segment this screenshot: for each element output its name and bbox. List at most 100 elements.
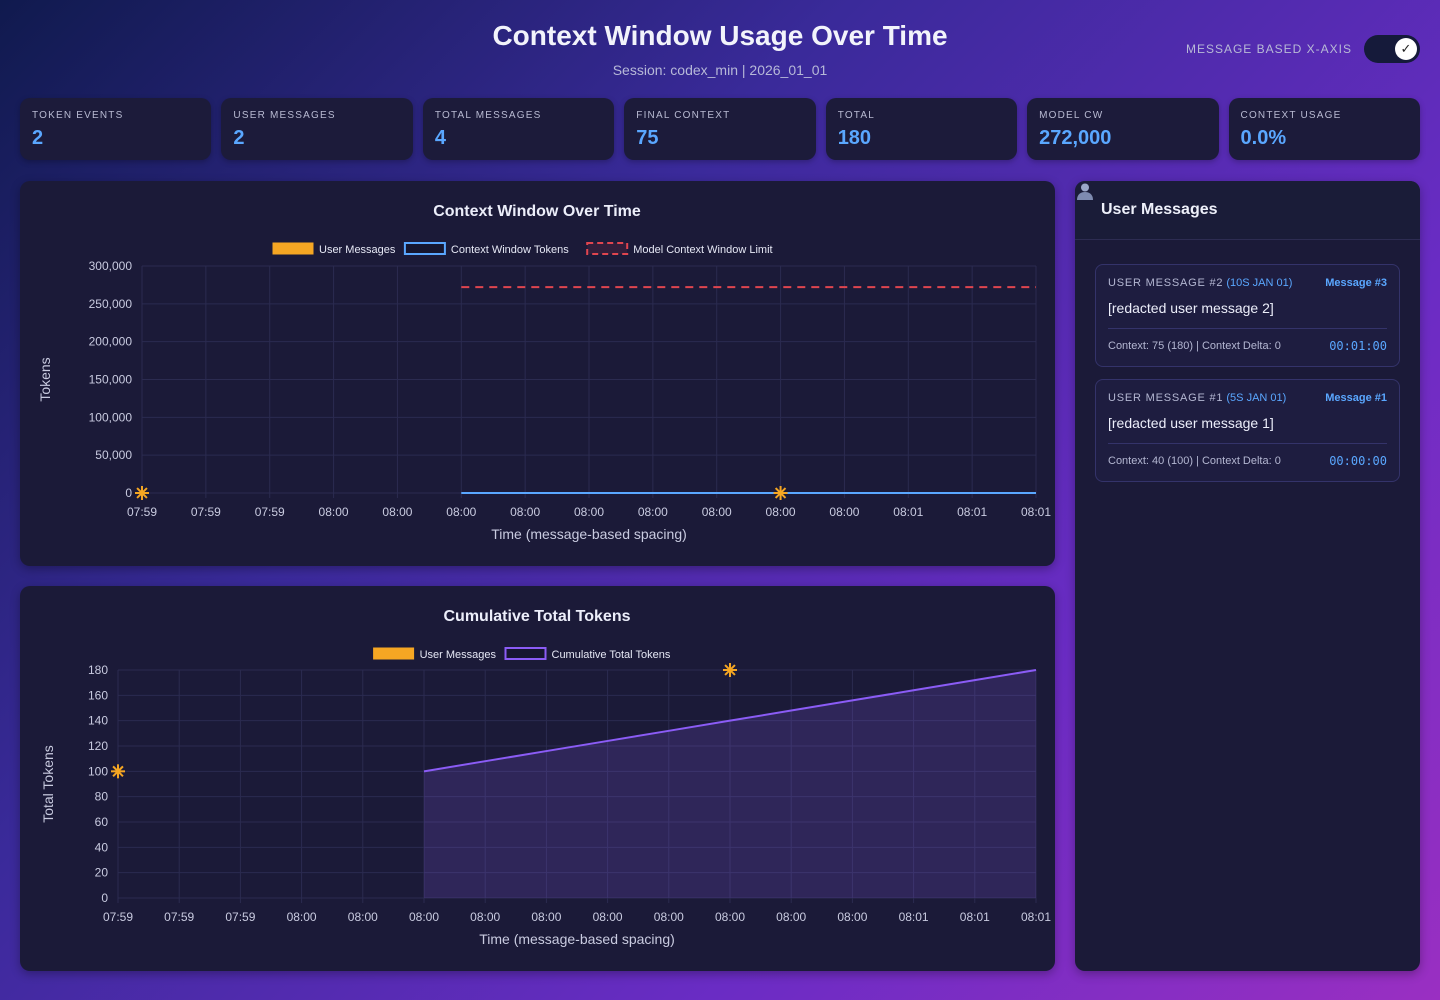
- x-tick-label: 07:59: [164, 910, 194, 924]
- x-tick-label: 08:01: [1021, 910, 1051, 924]
- stat-label: TOTAL MESSAGES: [434, 110, 542, 121]
- y-tick-label: 60: [95, 815, 109, 829]
- stat-card-context-usage: CONTEXT USAGE 0.0%: [1228, 98, 1420, 160]
- x-tick-label: 08:00: [593, 910, 623, 924]
- x-tick-label: 08:01: [899, 910, 929, 924]
- x-tick-label: 08:01: [960, 910, 990, 924]
- legend-item: Cumulative Total Tokens: [504, 647, 671, 661]
- stat-value: 272,000: [1039, 127, 1112, 149]
- x-tick-label: 08:01: [1021, 505, 1051, 519]
- x-tick-label: 08:00: [510, 505, 540, 519]
- toggle-label: MESSAGE BASED X-AXIS: [1185, 42, 1352, 56]
- marker-stroke: [724, 664, 736, 676]
- y-tick-label: 100,000: [89, 410, 133, 424]
- marker-stroke: [112, 765, 124, 777]
- y-axis-label: Total Tokens: [40, 745, 56, 823]
- x-tick-label: 08:00: [470, 910, 500, 924]
- user-message-card[interactable]: USER MESSAGE #1 (5S JAN 01) Message #1 […: [1095, 379, 1400, 482]
- legend-label: Model Context Window Limit: [633, 244, 772, 256]
- x-tick-label: 08:00: [409, 910, 439, 924]
- x-tick-label: 08:00: [766, 505, 796, 519]
- user-message-marker: [135, 486, 149, 500]
- x-axis-toggle-group: MESSAGE BASED X-AXIS ✓: [1186, 35, 1420, 63]
- user-message-marker: [723, 663, 737, 677]
- legend-swatch: [272, 242, 314, 255]
- legend-swatch: [504, 647, 547, 660]
- legend-item: User Messages: [272, 242, 396, 256]
- stat-value: 2: [233, 127, 245, 149]
- marker-stroke: [136, 487, 148, 499]
- x-tick-label: 07:59: [191, 505, 221, 519]
- message-timestamp: (10S JAN 01): [1226, 277, 1293, 289]
- x-tick-label: 07:59: [255, 505, 285, 519]
- legend-label: Cumulative Total Tokens: [552, 649, 671, 661]
- y-tick-label: 300,000: [89, 259, 133, 273]
- sidebar-header: User Messages: [1075, 181, 1420, 240]
- x-tick-label: 07:59: [127, 505, 157, 519]
- message-text: [redacted user message 2]: [1108, 300, 1274, 316]
- y-tick-label: 250,000: [89, 297, 133, 311]
- x-tick-label: 08:00: [531, 910, 561, 924]
- message-context-info: Context: 40 (100) | Context Delta: 0: [1108, 455, 1281, 467]
- legend-label: User Messages: [319, 244, 396, 256]
- x-tick-label: 07:59: [225, 910, 255, 924]
- legend-swatch: [403, 242, 446, 255]
- y-tick-label: 180: [88, 663, 108, 677]
- user-message-marker: [111, 764, 125, 779]
- cumulative-tokens-chart-panel: Cumulative Total Tokens User Messages Cumu…: [20, 586, 1055, 971]
- divider: [1108, 443, 1387, 444]
- stat-card-user-messages: USER MESSAGES 2: [221, 98, 413, 160]
- stat-label: FINAL CONTEXT: [636, 110, 731, 121]
- y-tick-label: 50,000: [95, 448, 132, 462]
- stat-value: 4: [434, 127, 446, 149]
- cumulative-tokens-chart[interactable]: Cumulative Total Tokens User Messages Cumu…: [20, 586, 1055, 971]
- stat-label: USER MESSAGES: [233, 110, 336, 121]
- user-message-marker: [773, 486, 788, 500]
- x-tick-label: 08:00: [638, 505, 668, 519]
- stat-card-total: TOTAL 180: [825, 98, 1018, 160]
- x-tick-label: 08:00: [715, 910, 745, 924]
- chart-title: Context Window Over Time: [433, 203, 641, 220]
- legend-label: Context Window Tokens: [451, 244, 569, 256]
- x-tick-label: 08:00: [654, 910, 684, 924]
- stat-card-final-context: FINAL CONTEXT 75: [624, 98, 816, 160]
- x-axis-label: Time (message-based spacing): [479, 931, 675, 947]
- stat-value: 180: [837, 127, 872, 149]
- y-tick-label: 100: [88, 764, 108, 778]
- legend-label: User Messages: [420, 649, 497, 661]
- stat-label: TOKEN EVENTS: [32, 110, 124, 121]
- x-tick-label: 08:01: [893, 505, 923, 519]
- context-window-chart[interactable]: Context Window Over Time User Messages Con…: [20, 181, 1055, 566]
- x-tick-label: 08:01: [957, 505, 987, 519]
- x-tick-label: 08:00: [702, 505, 732, 519]
- legend-swatch: [586, 242, 629, 255]
- context-window-chart-panel: Context Window Over Time User Messages Con…: [20, 181, 1055, 566]
- stat-label: MODEL CW: [1039, 110, 1104, 121]
- message-number-link[interactable]: Message #3: [1325, 277, 1387, 289]
- message-text: [redacted user message 1]: [1108, 415, 1274, 431]
- message-time: 00:01:00: [1329, 339, 1387, 353]
- y-tick-label: 200,000: [89, 335, 133, 349]
- stat-label: CONTEXT USAGE: [1240, 110, 1342, 121]
- stat-value: 0.0%: [1240, 127, 1287, 149]
- y-tick-label: 0: [101, 891, 108, 905]
- stats-bar: TOKEN EVENTS 2 USER MESSAGES 2 TOTAL MES…: [20, 98, 1420, 160]
- y-tick-label: 120: [88, 739, 108, 753]
- x-tick-label: 08:00: [446, 505, 476, 519]
- stat-card-total-messages: TOTAL MESSAGES 4: [422, 98, 615, 160]
- x-tick-label: 08:00: [348, 910, 378, 924]
- message-number-link[interactable]: Message #1: [1325, 392, 1387, 404]
- marker-stroke: [774, 487, 787, 499]
- user-message-card[interactable]: USER MESSAGE #2 (10S JAN 01) Message #3 …: [1095, 264, 1400, 367]
- chart-title: Cumulative Total Tokens: [444, 608, 631, 625]
- stat-label: TOTAL: [837, 110, 875, 121]
- stat-value: 75: [636, 127, 659, 149]
- y-axis-label: Tokens: [37, 357, 53, 401]
- message-axis-toggle[interactable]: ✓: [1364, 35, 1420, 63]
- x-tick-label: 08:00: [574, 505, 604, 519]
- legend-item: User Messages: [373, 647, 497, 661]
- x-axis-label: Time (message-based spacing): [491, 526, 687, 542]
- x-tick-label: 07:59: [103, 910, 133, 924]
- y-tick-label: 20: [95, 866, 109, 880]
- message-time: 00:00:00: [1329, 454, 1387, 468]
